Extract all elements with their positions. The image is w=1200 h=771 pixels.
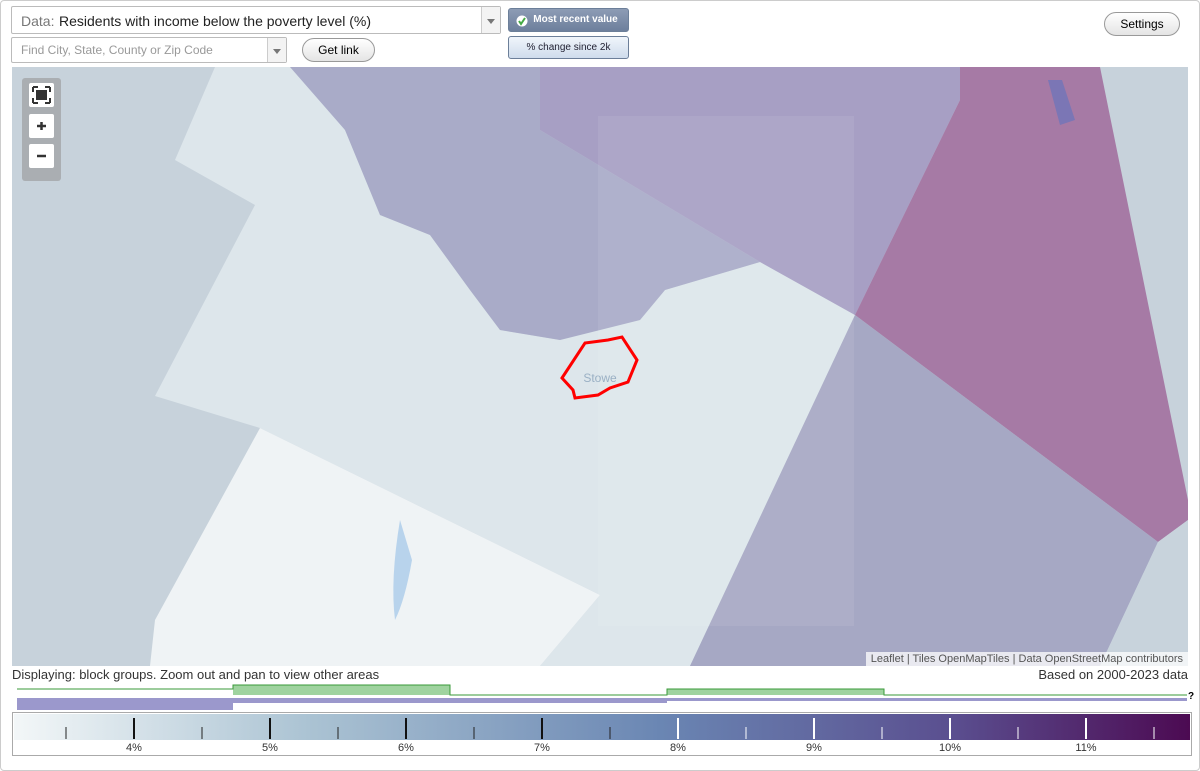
legend-label: 6% — [398, 742, 414, 754]
settings-button[interactable]: Settings — [1104, 12, 1180, 36]
region — [1100, 520, 1188, 666]
hist-bar — [667, 698, 1187, 701]
region — [150, 428, 600, 666]
legend-label-band — [14, 740, 1190, 754]
fullscreen-button[interactable] — [29, 83, 54, 107]
get-link-button[interactable]: Get link — [302, 38, 375, 62]
zoom-in-button[interactable] — [29, 114, 54, 138]
legend-label: 9% — [806, 742, 822, 754]
search-placeholder: Find City, State, County or Zip Code — [21, 43, 213, 57]
legend-label: 5% — [262, 742, 278, 754]
hist-bar — [233, 685, 450, 695]
map-layer: Stowe — [12, 67, 1188, 666]
region — [290, 67, 760, 340]
selected-area[interactable] — [560, 335, 639, 400]
attribution: Leaflet | Tiles OpenMapTiles | Data Open… — [865, 652, 1188, 666]
change-toggle[interactable]: % change since 2k — [508, 36, 629, 59]
region — [540, 67, 960, 315]
dropdown-arrow — [481, 7, 500, 33]
most-recent-toggle[interactable]: Most recent value — [508, 8, 629, 32]
water — [393, 520, 412, 620]
zoom-out-button[interactable] — [29, 144, 54, 168]
hist-bar — [17, 698, 233, 710]
data-value: Residents with income below the poverty … — [59, 13, 372, 29]
data-range-note: Based on 2000-2023 data — [1038, 667, 1188, 682]
data-label: Data: — [21, 13, 55, 29]
search-box[interactable]: Find City, State, County or Zip Code — [11, 37, 287, 63]
legend-label: 11% — [1075, 742, 1096, 754]
water — [1048, 80, 1075, 125]
dropdown-arrow — [267, 38, 286, 62]
region — [155, 67, 855, 666]
region — [855, 67, 1188, 542]
legend-label: 8% — [670, 742, 686, 754]
legend-scale: 4% 5% 6% 7% 8% 9% 10% 11% — [14, 714, 1190, 754]
region — [690, 315, 1158, 666]
legend-gradient — [14, 714, 1190, 740]
legend-label: 10% — [939, 742, 961, 754]
place-label: Stowe — [583, 371, 617, 385]
hist-bar — [233, 698, 667, 703]
most-recent-label: Most recent value — [533, 14, 618, 25]
help-mark[interactable]: ? — [1188, 691, 1194, 702]
legend-label: 7% — [534, 742, 550, 754]
hist-bar — [667, 689, 884, 695]
data-select[interactable]: Data: Residents with income below the po… — [11, 6, 501, 34]
map[interactable]: Stowe Leaflet | Tiles OpenMapTiles | Dat… — [12, 67, 1188, 666]
display-note: Displaying: block groups. Zoom out and p… — [12, 667, 380, 682]
tile-overlay — [598, 116, 854, 626]
check-icon — [516, 15, 528, 27]
legend: 4% 5% 6% 7% 8% 9% 10% 11% — [12, 712, 1192, 756]
legend-label: 4% — [126, 742, 142, 754]
histogram-strip: ? — [17, 684, 1194, 710]
hist-line — [17, 684, 1187, 696]
